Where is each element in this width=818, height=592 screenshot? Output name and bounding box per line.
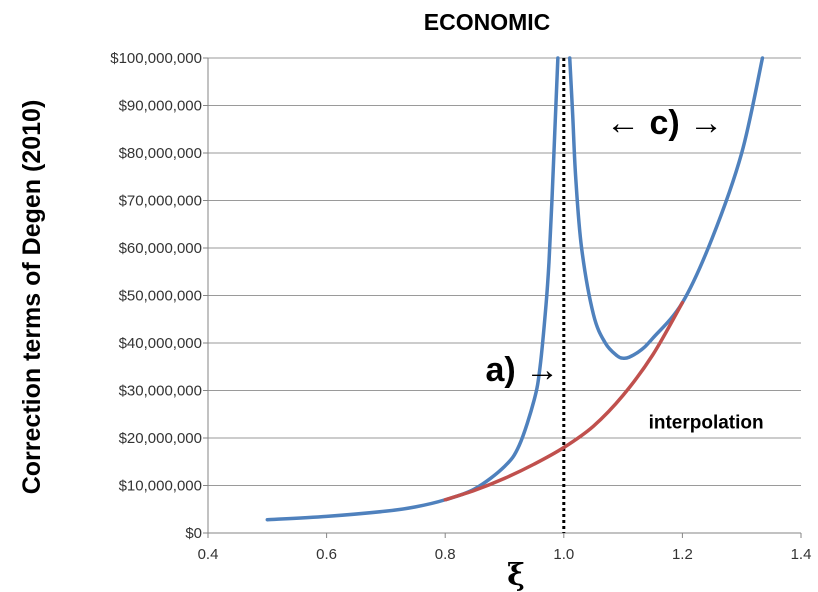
y-axis-label: Correction terms of Degen (2010) <box>18 100 46 495</box>
x-tick-label: 0.8 <box>435 546 456 563</box>
y-tick-label: $100,000,000 <box>110 50 202 67</box>
series-line-interpolation <box>443 300 685 502</box>
y-tick-label: $30,000,000 <box>119 383 202 400</box>
x-tick-label: 0.4 <box>198 546 219 563</box>
y-tick-label: $70,000,000 <box>119 193 202 210</box>
axis-layer: $0 $10,000,000 $20,000,000 $30,000,000 $40,0… <box>110 50 811 563</box>
y-tick-label: $10,000,000 <box>119 478 202 495</box>
x-tick-label: 0.6 <box>316 546 337 563</box>
x-axis-label: ξ <box>507 558 525 592</box>
x-tick-label: 1.4 <box>791 546 812 563</box>
annotation-layer: a) → ← c) → interpolation <box>485 104 763 434</box>
grid-layer <box>208 57 801 534</box>
y-tick-label: $80,000,000 <box>119 145 202 162</box>
annotation-label: interpolation <box>649 413 764 434</box>
series-line-right <box>567 56 765 361</box>
chart-title: ECONOMIC <box>424 9 551 35</box>
y-tick-label: $90,000,000 <box>119 98 202 115</box>
annotation-label: a) → <box>485 351 559 389</box>
x-tick-label: 1.0 <box>553 546 574 563</box>
y-tick-label: $60,000,000 <box>119 240 202 257</box>
y-tick-label: $20,000,000 <box>119 430 202 447</box>
y-tick-label: $40,000,000 <box>119 335 202 352</box>
y-tick-label: $0 <box>185 525 202 542</box>
annotation-label: ← c) → <box>606 104 723 142</box>
series-line-left <box>265 56 560 522</box>
series-layer <box>265 56 765 533</box>
x-tick-label: 1.2 <box>672 546 693 563</box>
y-tick-label: $50,000,000 <box>119 288 202 305</box>
